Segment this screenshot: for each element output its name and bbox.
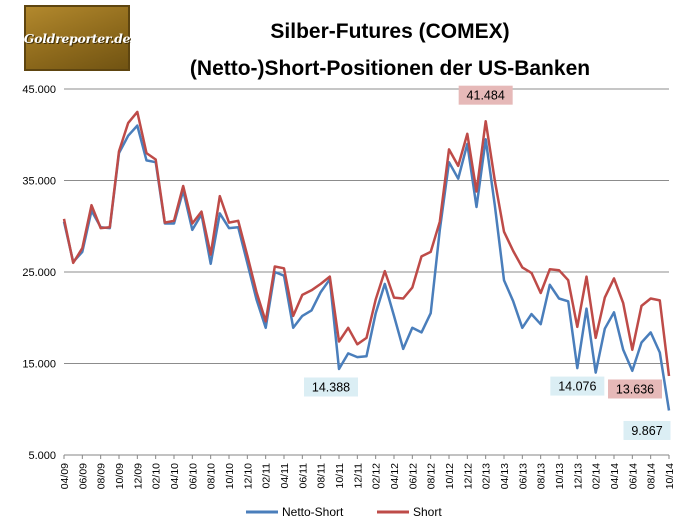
y-tick-label: 45.000 [22, 84, 56, 96]
annotation-box [608, 379, 662, 399]
series-line-short [62, 110, 671, 377]
x-tick-label: 02/13 [481, 463, 493, 489]
x-tick-label: 10/14 [664, 463, 676, 489]
x-tick-label: 12/10 [242, 463, 254, 489]
x-tick-label: 04/10 [169, 463, 181, 489]
x-tick-label: 08/14 [646, 463, 658, 489]
annotation-label: 13.636 [616, 382, 654, 396]
x-tick-label: 02/10 [151, 463, 163, 489]
x-tick-label: 02/11 [261, 463, 273, 489]
legend-label-netto-short: Netto-Short [282, 505, 344, 519]
x-tick-label: 12/12 [462, 463, 474, 489]
logo-text: Goldreporter.de [23, 30, 131, 46]
chart-subtitle: (Netto-)Short-Positionen der US-Banken [189, 57, 591, 80]
y-tick-label: 5.000 [28, 450, 56, 462]
x-tick-label: 06/13 [517, 463, 529, 489]
annotation-label: 14.388 [312, 380, 350, 394]
x-tick-label: 02/14 [591, 463, 603, 489]
annotation-label: 41.484 [467, 89, 505, 103]
series-line-netto-short [62, 124, 671, 411]
y-tick-label: 35.000 [22, 176, 56, 188]
x-tick-label: 06/14 [627, 463, 639, 489]
x-tick-label: 08/12 [426, 463, 438, 489]
x-tick-label: 08/13 [536, 463, 548, 489]
x-tick-label: 08/10 [206, 463, 218, 489]
x-tick-label: 04/09 [59, 463, 71, 489]
x-tick-label: 10/13 [554, 463, 566, 489]
x-tick-label: 10/09 [114, 463, 126, 489]
x-tick-label: 08/11 [316, 463, 328, 489]
x-tick-label: 04/14 [609, 463, 621, 489]
x-tick-label: 06/09 [77, 463, 89, 489]
goldreporter-logo: Goldreporter.de [23, 5, 131, 71]
x-tick-label: 10/11 [334, 463, 346, 489]
annotation-label: 14.076 [558, 380, 596, 394]
annotation-box [458, 85, 513, 105]
annotation-box [550, 376, 605, 396]
legend-label-short: Short [413, 505, 442, 519]
x-tick-label: 06/11 [297, 463, 309, 489]
x-tick-label: 10/10 [224, 463, 236, 489]
chart-title: Silber-Futures (COMEX) [270, 20, 510, 43]
annotation-label: 9.867 [631, 424, 662, 438]
x-tick-label: 12/13 [572, 463, 584, 489]
x-tick-label: 06/10 [187, 463, 199, 489]
y-tick-label: 15.000 [22, 359, 56, 371]
x-tick-label: 04/12 [389, 463, 401, 489]
x-tick-label: 02/12 [371, 463, 383, 489]
x-tick-label: 04/13 [499, 463, 511, 489]
x-tick-label: 12/09 [132, 463, 144, 489]
x-tick-label: 08/09 [96, 463, 108, 489]
x-tick-label: 06/12 [407, 463, 419, 489]
annotation-box [304, 377, 358, 397]
x-tick-label: 12/11 [352, 463, 364, 489]
annotation-box [623, 420, 671, 440]
y-tick-label: 25.000 [22, 267, 56, 279]
x-tick-label: 10/12 [444, 463, 456, 489]
x-tick-label: 04/11 [279, 463, 291, 489]
